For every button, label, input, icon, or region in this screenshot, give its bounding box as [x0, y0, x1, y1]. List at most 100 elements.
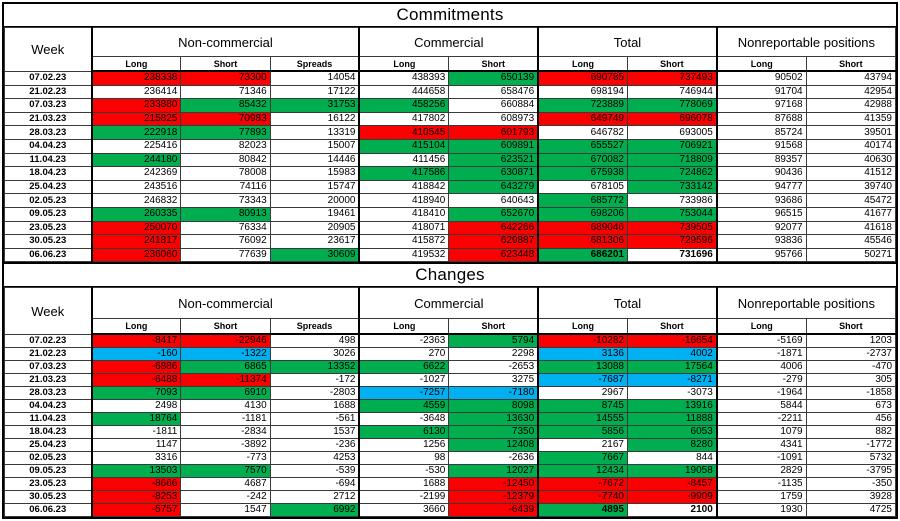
value-cell[interactable]: 630871 [448, 166, 539, 181]
value-cell[interactable]: 737493 [626, 70, 718, 86]
value-cell[interactable]: -3795 [805, 464, 897, 479]
value-cell[interactable]: 882 [805, 425, 897, 440]
value-cell[interactable]: 98 [358, 451, 450, 466]
value-cell[interactable]: 20000 [269, 193, 360, 208]
value-cell[interactable]: 649749 [537, 111, 628, 127]
value-cell[interactable]: 7093 [90, 386, 182, 401]
value-cell[interactable]: -2199 [358, 490, 450, 505]
value-cell[interactable]: 601793 [448, 125, 539, 140]
value-cell[interactable]: 689046 [537, 220, 628, 236]
value-cell[interactable]: -160 [90, 347, 182, 362]
value-cell[interactable]: 40630 [805, 152, 897, 168]
value-cell[interactable]: 80842 [180, 152, 271, 168]
value-cell[interactable]: 12027 [448, 464, 539, 479]
week-cell[interactable]: 21.02.23 [4, 84, 92, 100]
value-cell[interactable]: 14555 [537, 412, 628, 427]
value-cell[interactable]: -3073 [626, 386, 718, 401]
value-cell[interactable]: 6130 [358, 425, 450, 440]
value-cell[interactable]: 640643 [448, 193, 539, 208]
value-cell[interactable]: 3660 [358, 503, 450, 518]
value-cell[interactable]: 4341 [715, 438, 807, 453]
value-cell[interactable]: 11888 [626, 412, 718, 427]
value-cell[interactable]: 7350 [448, 425, 539, 440]
value-cell[interactable]: 444658 [358, 84, 450, 100]
value-cell[interactable]: 2298 [448, 347, 539, 362]
week-cell[interactable]: 21.03.23 [4, 111, 92, 127]
value-cell[interactable]: 6622 [358, 360, 450, 375]
value-cell[interactable]: 14054 [269, 70, 360, 86]
value-cell[interactable]: 23617 [269, 234, 360, 249]
value-cell[interactable]: -242 [180, 490, 271, 505]
value-cell[interactable]: -6488 [90, 373, 182, 388]
value-cell[interactable]: 76092 [180, 234, 271, 249]
value-cell[interactable]: 244180 [90, 152, 182, 168]
value-cell[interactable]: 39740 [805, 179, 897, 195]
value-cell[interactable]: 4253 [269, 451, 360, 466]
value-cell[interactable]: 18764 [90, 412, 182, 427]
value-cell[interactable]: -7687 [537, 373, 628, 388]
week-cell[interactable]: 07.03.23 [4, 98, 92, 113]
value-cell[interactable]: 90502 [715, 70, 807, 86]
value-cell[interactable]: 2167 [537, 438, 628, 453]
week-cell[interactable]: 09.05.23 [4, 206, 92, 222]
value-cell[interactable]: 45546 [805, 234, 897, 249]
value-cell[interactable]: 418410 [358, 206, 450, 222]
value-cell[interactable]: -1858 [805, 386, 897, 401]
value-cell[interactable]: 17122 [269, 84, 360, 100]
value-cell[interactable]: 458256 [358, 98, 450, 113]
value-cell[interactable]: -7180 [448, 386, 539, 401]
value-cell[interactable]: -236 [269, 438, 360, 453]
value-cell[interactable]: 1759 [715, 490, 807, 505]
week-cell[interactable]: 28.03.23 [4, 125, 92, 140]
value-cell[interactable]: 39501 [805, 125, 897, 140]
value-cell[interactable]: 42988 [805, 98, 897, 113]
week-cell[interactable]: 23.05.23 [4, 220, 92, 236]
value-cell[interactable]: -12450 [448, 477, 539, 492]
value-cell[interactable]: 646782 [537, 125, 628, 140]
value-cell[interactable]: -8253 [90, 490, 182, 505]
value-cell[interactable]: 4559 [358, 399, 450, 414]
value-cell[interactable]: 246832 [90, 193, 182, 208]
week-cell[interactable]: 04.04.23 [4, 138, 92, 154]
value-cell[interactable]: -3648 [358, 412, 450, 427]
value-cell[interactable]: 2829 [715, 464, 807, 479]
value-cell[interactable]: 2498 [90, 399, 182, 414]
value-cell[interactable]: -7740 [537, 490, 628, 505]
value-cell[interactable]: 17564 [626, 360, 718, 375]
value-cell[interactable]: -8666 [90, 477, 182, 492]
value-cell[interactable]: 498 [269, 333, 360, 349]
value-cell[interactable]: 13916 [626, 399, 718, 414]
value-cell[interactable]: -8271 [626, 373, 718, 388]
value-cell[interactable]: -12379 [448, 490, 539, 505]
value-cell[interactable]: 7667 [537, 451, 628, 466]
value-cell[interactable]: -1091 [715, 451, 807, 466]
value-cell[interactable]: 1930 [715, 503, 807, 518]
value-cell[interactable]: 718809 [626, 152, 718, 168]
value-cell[interactable]: 13352 [269, 360, 360, 375]
value-cell[interactable]: -350 [805, 477, 897, 492]
week-cell[interactable]: 30.05.23 [4, 234, 92, 249]
value-cell[interactable]: -1027 [358, 373, 450, 388]
value-cell[interactable]: 8745 [537, 399, 628, 414]
value-cell[interactable]: 91704 [715, 84, 807, 100]
value-cell[interactable]: 658476 [448, 84, 539, 100]
week-cell[interactable]: 21.02.23 [4, 347, 92, 362]
value-cell[interactable]: 410545 [358, 125, 450, 140]
value-cell[interactable]: -6439 [448, 503, 539, 518]
value-cell[interactable]: 417802 [358, 111, 450, 127]
week-cell[interactable]: 07.02.23 [4, 333, 92, 349]
value-cell[interactable]: 698206 [537, 206, 628, 222]
value-cell[interactable]: 87688 [715, 111, 807, 127]
value-cell[interactable]: 73300 [180, 70, 271, 86]
value-cell[interactable]: 92077 [715, 220, 807, 236]
value-cell[interactable]: 15747 [269, 179, 360, 195]
value-cell[interactable]: 241817 [90, 234, 182, 249]
value-cell[interactable]: 723889 [537, 98, 628, 113]
value-cell[interactable]: 729596 [626, 234, 718, 249]
value-cell[interactable]: 7570 [180, 464, 271, 479]
value-cell[interactable]: 690785 [537, 70, 628, 86]
value-cell[interactable]: -561 [269, 412, 360, 427]
value-cell[interactable]: -6886 [90, 360, 182, 375]
week-cell[interactable]: 28.03.23 [4, 386, 92, 401]
value-cell[interactable]: 19058 [626, 464, 718, 479]
